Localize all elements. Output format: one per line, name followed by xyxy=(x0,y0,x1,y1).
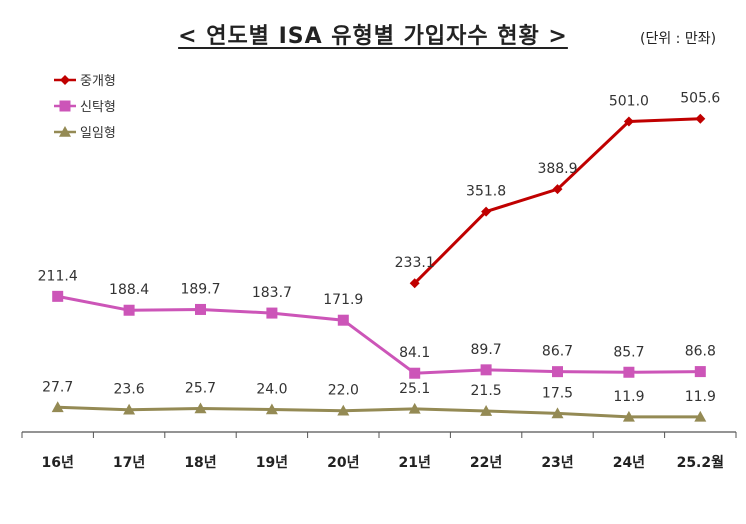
data-label: 21.5 xyxy=(471,383,502,399)
data-point xyxy=(694,366,706,378)
legend-label: 신탁형 xyxy=(80,100,116,115)
x-tick-label: 20년 xyxy=(327,455,359,471)
x-tick-label: 24년 xyxy=(613,455,645,471)
x-tick-label: 18년 xyxy=(184,455,216,471)
series-2: 27.7 23.6 25.7 24.0 22.0 25.1 21.5 17.5 11.9 11.9 xyxy=(42,379,716,422)
series-line xyxy=(413,117,701,285)
data-point xyxy=(409,367,421,379)
data-label: 22.0 xyxy=(328,383,359,399)
unit-label: (단위 : 만좌) xyxy=(640,31,717,47)
data-point xyxy=(123,403,136,415)
legend-label: 일임형 xyxy=(80,126,116,141)
data-point xyxy=(337,314,349,326)
series-line xyxy=(57,294,701,375)
data-point xyxy=(337,404,350,416)
chart-title: < 연도별 ISA 유형별 가입자수 현황 > xyxy=(178,24,568,49)
x-tick-label: 17년 xyxy=(113,455,145,471)
legend-item: 일임형 xyxy=(54,126,116,141)
x-tick-label: 25.2월 xyxy=(677,454,724,471)
series-0: 233.1 351.8 388.9 501.0 505.6 xyxy=(395,91,720,289)
data-label: 86.7 xyxy=(542,344,573,360)
data-label: 89.7 xyxy=(471,342,502,358)
data-label: 17.5 xyxy=(542,385,573,401)
series-group: 233.1 351.8 388.9 501.0 505.6 211.4 188.4 189.7… xyxy=(38,91,720,422)
x-tick-label: 23년 xyxy=(541,455,573,471)
data-point xyxy=(695,113,706,124)
data-label: 23.6 xyxy=(114,382,145,398)
data-label: 84.1 xyxy=(399,345,430,361)
data-point xyxy=(622,410,635,422)
data-label: 11.9 xyxy=(613,389,644,405)
legend-marker xyxy=(59,126,71,137)
data-point xyxy=(552,366,563,378)
data-label: 501.0 xyxy=(609,93,649,109)
data-point xyxy=(551,407,564,419)
data-label: 233.1 xyxy=(395,255,435,271)
data-label: 388.9 xyxy=(537,161,577,177)
legend-label: 중개형 xyxy=(80,74,116,89)
data-point xyxy=(51,401,64,413)
data-point xyxy=(694,410,707,422)
data-label: 505.6 xyxy=(680,91,720,107)
data-label: 86.8 xyxy=(685,344,716,360)
data-point xyxy=(409,278,420,289)
data-point xyxy=(552,184,563,195)
data-point xyxy=(195,303,206,315)
data-label: 25.1 xyxy=(399,381,430,397)
legend-item: 신탁형 xyxy=(54,100,116,115)
data-label: 211.4 xyxy=(38,268,78,284)
data-label: 351.8 xyxy=(466,184,506,200)
legend-item: 중개형 xyxy=(54,74,116,89)
data-label: 27.7 xyxy=(42,379,73,395)
data-point xyxy=(480,405,493,416)
series-line xyxy=(57,405,701,419)
data-label: 189.7 xyxy=(180,281,220,297)
data-point xyxy=(623,116,634,127)
legend-marker xyxy=(60,75,70,85)
x-tick-label: 22년 xyxy=(470,455,502,471)
data-label: 85.7 xyxy=(613,344,644,360)
data-label: 25.7 xyxy=(185,380,216,396)
data-point xyxy=(623,366,635,378)
data-label: 11.9 xyxy=(685,389,716,405)
data-point xyxy=(408,402,421,414)
data-point xyxy=(52,290,64,302)
x-tick-label: 16년 xyxy=(42,455,74,471)
x-tick-label: 19년 xyxy=(256,455,288,471)
x-axis-ticks: 16년 17년 18년 19년 20년 21년 22년 23년 24년 25.2월 xyxy=(21,432,737,471)
data-point xyxy=(123,304,135,316)
data-label: 171.9 xyxy=(323,292,363,308)
series-1: 211.4 188.4 189.7 183.7 171.9 84.1 89.7 86.7 85.… xyxy=(38,268,716,379)
x-tick-label: 21년 xyxy=(399,455,431,471)
data-point xyxy=(480,364,492,376)
data-point xyxy=(265,403,278,415)
data-label: 24.0 xyxy=(256,382,287,398)
data-point xyxy=(266,307,278,319)
data-label: 183.7 xyxy=(252,285,292,301)
data-point xyxy=(194,402,207,414)
data-point xyxy=(481,206,492,217)
legend-marker xyxy=(59,100,71,112)
data-label: 188.4 xyxy=(109,282,149,298)
